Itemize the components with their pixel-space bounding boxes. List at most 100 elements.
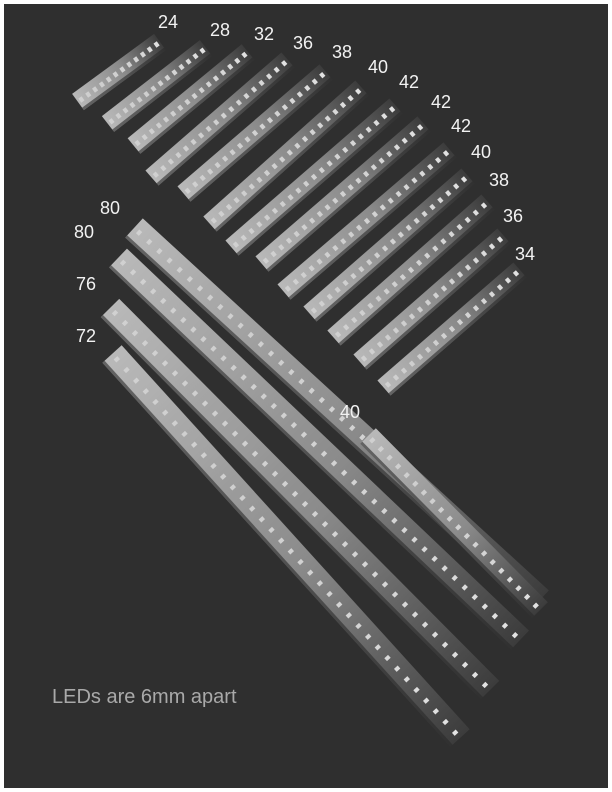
led [184,187,191,194]
led [199,47,206,54]
led [220,355,227,362]
led [237,322,244,329]
upper-strip-11 [327,194,495,346]
led [301,500,309,508]
led [161,409,169,416]
led [324,251,331,259]
led [244,136,251,143]
led [134,139,141,147]
led [318,167,325,174]
led [210,345,217,352]
led [153,41,160,48]
led [488,243,496,250]
led [400,320,408,327]
led [373,119,380,127]
led [235,99,243,106]
led [248,227,255,235]
led [295,187,302,194]
led [279,156,286,163]
led [381,112,388,120]
led [480,250,488,257]
led [361,488,368,496]
led [142,388,150,395]
led [480,202,488,209]
led [359,434,366,441]
led [387,197,394,204]
led [316,210,324,218]
led [471,593,478,601]
led [326,160,333,167]
led [472,304,480,312]
led [319,72,326,79]
led [330,460,338,467]
led [287,548,295,555]
upper-strip-13 [377,262,527,396]
led [384,654,391,662]
led [214,161,221,169]
led [132,56,140,63]
led [463,532,471,540]
led [135,229,143,236]
led [440,238,447,245]
led [271,207,279,215]
led [241,440,249,447]
led [178,63,185,71]
led [171,69,178,76]
led [408,360,416,367]
led [152,171,159,178]
led [291,490,299,498]
led [306,569,314,576]
led [85,91,92,98]
upper-strip-label-5: 38 [332,42,352,62]
led [451,574,458,582]
led [345,612,353,619]
led [310,173,318,181]
led [332,197,339,204]
led [196,285,204,292]
upper-strip-label-11: 38 [489,170,509,190]
led [277,537,285,544]
led [200,452,208,459]
led [498,567,505,575]
led [395,190,402,198]
led [270,402,277,410]
led [496,236,504,243]
led [429,498,436,505]
led [442,150,450,157]
led [511,632,519,639]
led [326,590,333,598]
led [129,269,137,276]
led [421,546,428,553]
led [271,470,279,478]
led [78,96,85,103]
led [416,306,424,313]
led [432,292,440,299]
led [401,137,408,144]
led [456,271,464,278]
strip-edge [102,360,453,747]
led [427,163,434,171]
led [150,288,157,295]
led [112,71,119,78]
led [347,184,354,191]
led [411,536,418,543]
led [409,130,416,138]
led [412,480,419,488]
led [182,145,190,152]
led [393,144,401,151]
led [376,341,384,348]
led [472,257,480,264]
led [293,230,300,238]
led [515,585,522,592]
led [308,265,315,272]
led [369,437,376,444]
led [300,271,307,279]
strip-layer [72,33,549,747]
led [247,331,254,339]
led [456,318,464,326]
led [379,204,386,211]
led [342,146,349,154]
upper-strip-label-13: 34 [515,244,535,264]
led [273,66,280,74]
